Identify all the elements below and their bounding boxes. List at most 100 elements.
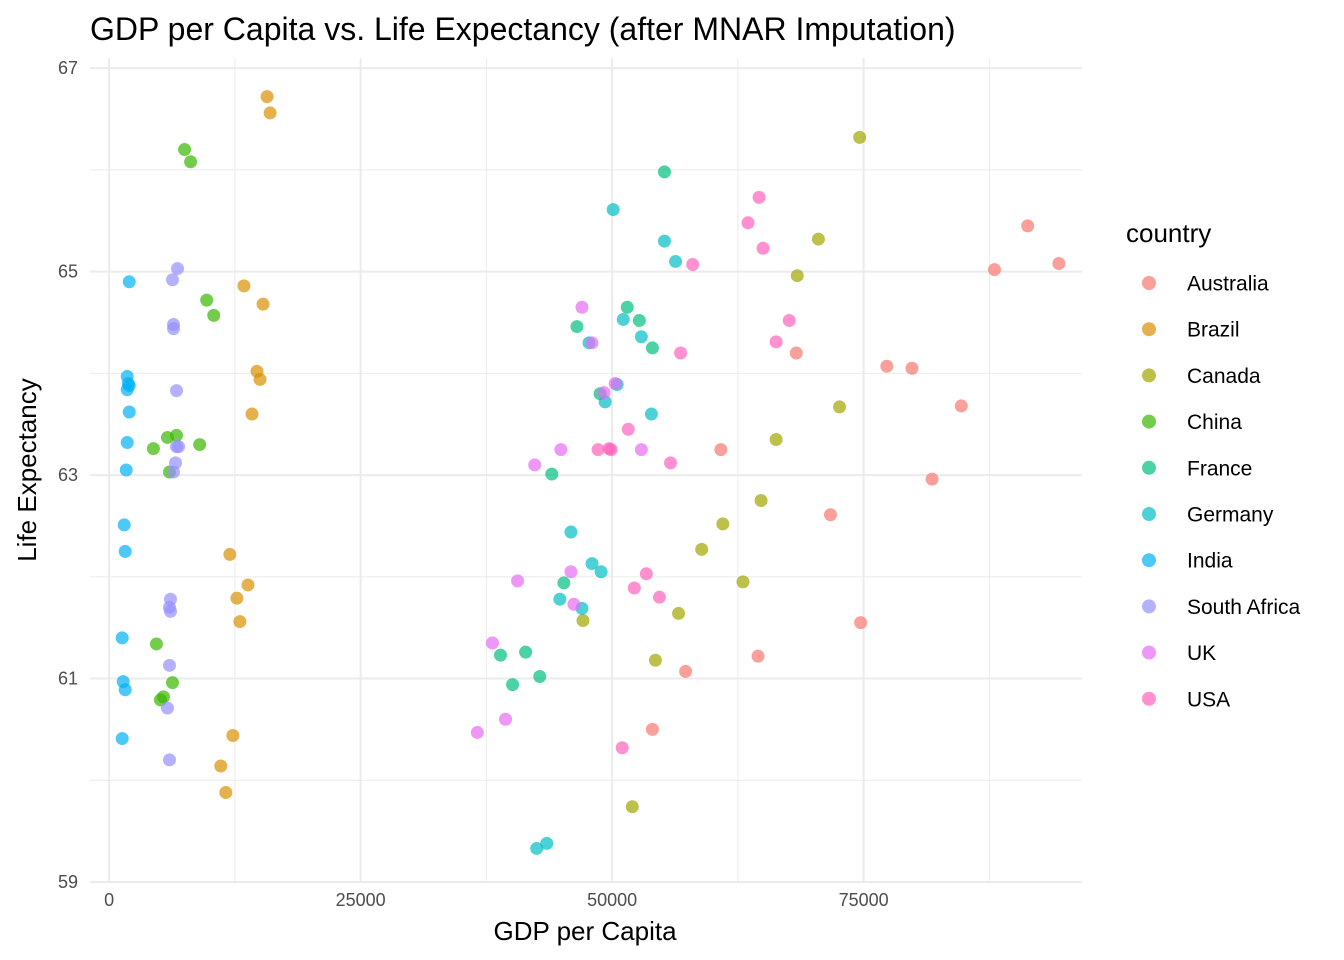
series-china xyxy=(146,143,221,707)
data-point xyxy=(741,216,755,230)
data-point xyxy=(616,312,630,326)
data-point xyxy=(163,604,177,618)
series-usa xyxy=(591,190,796,755)
data-point xyxy=(226,729,240,743)
legend-item: India xyxy=(1142,550,1233,573)
data-point xyxy=(263,106,277,120)
data-point xyxy=(811,232,825,246)
y-tick-label: 61 xyxy=(58,669,78,689)
data-point xyxy=(162,753,176,767)
data-point xyxy=(567,597,581,611)
legend-key xyxy=(1142,507,1156,521)
data-point xyxy=(170,384,184,398)
data-point xyxy=(545,467,559,481)
data-point xyxy=(627,581,641,595)
data-point xyxy=(117,518,131,532)
legend: country Australia Brazil Canada China France… xyxy=(1126,218,1301,711)
data-point xyxy=(645,341,659,355)
legend-label: South Africa xyxy=(1187,596,1301,619)
data-point xyxy=(207,308,221,322)
data-point xyxy=(632,313,646,327)
data-point xyxy=(634,443,648,457)
data-point xyxy=(122,275,136,289)
y-axis-title: Life Expectancy xyxy=(12,378,42,562)
data-point xyxy=(160,701,174,715)
data-point xyxy=(149,637,163,651)
x-tick-label: 50000 xyxy=(587,890,637,910)
series-germany xyxy=(530,203,683,855)
data-point xyxy=(594,565,608,579)
legend-key xyxy=(1142,276,1156,290)
legend-key xyxy=(1142,691,1156,706)
data-point xyxy=(233,615,247,629)
data-point xyxy=(751,649,765,663)
legend-items: Australia Brazil Canada China France Germany I… xyxy=(1142,273,1301,711)
data-point xyxy=(241,578,255,592)
series-uk xyxy=(470,300,648,739)
data-point xyxy=(686,258,700,272)
data-point xyxy=(214,759,228,773)
legend-key xyxy=(1142,645,1156,660)
data-point xyxy=(533,670,547,684)
data-point xyxy=(823,508,837,522)
legend-label: Australia xyxy=(1187,273,1269,296)
data-point xyxy=(606,203,620,217)
data-point xyxy=(570,320,584,334)
data-point xyxy=(754,494,768,508)
data-point xyxy=(695,542,709,556)
data-point xyxy=(634,330,648,344)
data-point xyxy=(672,606,686,620)
data-point xyxy=(540,836,554,850)
data-point xyxy=(1052,256,1066,270)
data-point xyxy=(854,616,868,630)
x-axis-title: GDP per Capita xyxy=(493,916,677,946)
data-point xyxy=(648,653,662,667)
data-point xyxy=(528,458,542,472)
legend-item: USA xyxy=(1142,688,1230,711)
x-tick-label: 25000 xyxy=(336,890,386,910)
series-australia xyxy=(645,219,1066,736)
y-tick-label: 63 xyxy=(58,465,78,485)
legend-key xyxy=(1142,322,1156,337)
data-point xyxy=(880,359,894,373)
data-point xyxy=(519,645,533,659)
legend-label: Brazil xyxy=(1187,319,1240,342)
series-canada xyxy=(576,130,867,814)
data-point xyxy=(119,463,133,477)
data-point xyxy=(485,636,499,650)
data-point xyxy=(769,335,783,349)
legend-label: India xyxy=(1187,550,1233,573)
data-point xyxy=(669,254,683,268)
series-south-africa xyxy=(160,262,186,767)
legend-item: China xyxy=(1142,411,1242,434)
x-tick-label: 75000 xyxy=(839,890,889,910)
legend-key xyxy=(1142,414,1156,429)
data-point xyxy=(118,544,132,558)
data-point xyxy=(115,732,129,746)
data-point xyxy=(789,346,803,360)
data-point xyxy=(756,241,770,255)
data-point xyxy=(230,591,244,605)
data-point xyxy=(645,722,659,736)
data-point xyxy=(115,631,129,645)
data-point xyxy=(557,576,571,590)
data-point xyxy=(260,90,274,104)
data-point xyxy=(591,443,605,457)
axis-ticks: 0 25000 50000 75000 59 61 63 65 67 xyxy=(58,58,889,910)
data-point xyxy=(736,575,750,589)
data-point xyxy=(1021,219,1035,233)
data-point xyxy=(987,263,1001,277)
data-point xyxy=(621,422,635,436)
data-points xyxy=(115,90,1066,855)
data-point xyxy=(170,440,184,454)
data-point xyxy=(585,336,599,350)
data-point xyxy=(674,346,688,360)
data-point xyxy=(714,443,728,457)
series-india xyxy=(115,275,136,746)
legend-label: USA xyxy=(1187,688,1230,711)
data-point xyxy=(554,443,568,457)
data-point xyxy=(256,297,270,311)
legend-key xyxy=(1142,599,1156,614)
data-point xyxy=(664,456,678,470)
y-tick-label: 67 xyxy=(58,58,78,78)
